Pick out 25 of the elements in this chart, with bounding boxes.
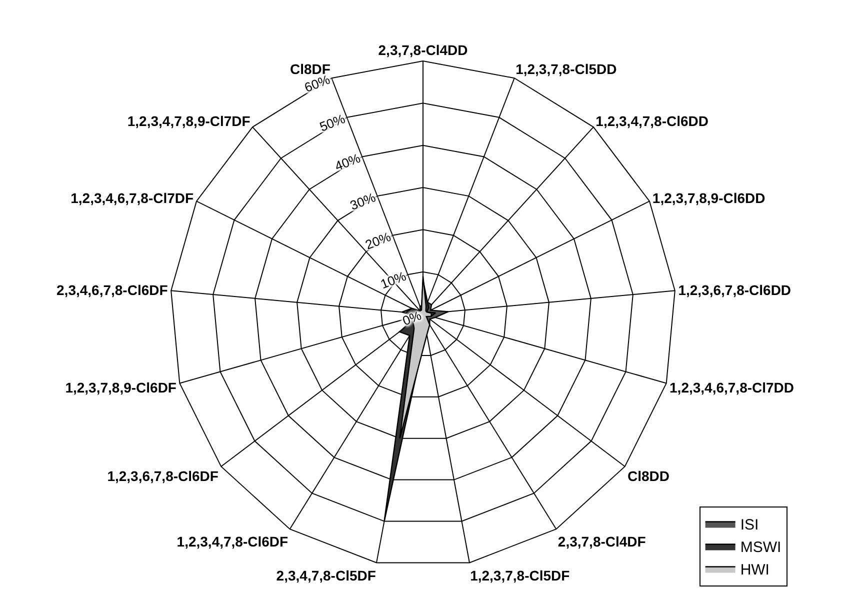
spoke-label: 1,2,3,6,7,8-Cl6DF: [107, 468, 219, 484]
legend-label: ISI: [740, 516, 759, 534]
spoke-label: 1,2,3,7,8-Cl5DF: [470, 568, 570, 584]
legend-label: HWI: [740, 562, 770, 579]
spoke-label: 1,2,3,4,6,7,8-Cl7DD: [670, 380, 794, 396]
spoke-label: 1,2,3,4,7,8-Cl6DD: [596, 112, 709, 129]
spoke-label: Cl8DF: [290, 61, 331, 78]
spoke-label: 1,2,3,6,7,8-Cl6DD: [678, 282, 792, 298]
y-tick-label: 50%: [317, 110, 348, 134]
spoke-label: 1,2,3,4,7,8,9-Cl7DF: [127, 112, 251, 129]
spoke-label: 1,2,3,7,8-Cl5DD: [516, 61, 617, 78]
spoke-label: Cl8DD: [628, 468, 670, 484]
y-tick-label: 40%: [332, 150, 363, 174]
spoke-label: 2,3,4,6,7,8-Cl6DF: [56, 282, 168, 298]
spoke-label: 2,3,7,8-Cl4DD: [378, 42, 468, 58]
spoke-label: 2,3,4,7,8-Cl5DF: [276, 568, 376, 584]
y-tick-label: 10%: [378, 268, 408, 292]
spoke-label: 1,2,3,4,7,8-Cl6DF: [176, 533, 289, 550]
spoke-label: 1,2,3,4,6,7,8-Cl7DF: [70, 190, 194, 206]
legend-label: MSWI: [740, 539, 782, 556]
spoke-label: 1,2,3,7,8,9-Cl6DF: [65, 380, 177, 396]
y-tick-label: 20%: [363, 228, 394, 252]
spoke-label: 2,3,7,8-Cl4DF: [558, 533, 646, 550]
spoke-label: 1,2,3,7,8,9-Cl6DD: [652, 190, 766, 206]
y-tick-label: 30%: [348, 190, 378, 214]
